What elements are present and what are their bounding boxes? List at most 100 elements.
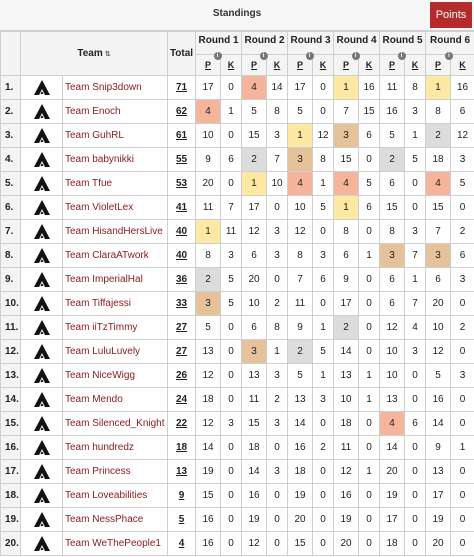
kills-header[interactable]: K — [312, 54, 335, 76]
team-name-link[interactable]: Team Tiffajessi — [61, 291, 169, 316]
team-name-link[interactable]: Team NiceWigg — [61, 363, 169, 388]
placement-cell: 11 — [333, 435, 360, 460]
placement-cell: 10 — [425, 315, 452, 340]
kills-header[interactable]: K — [404, 54, 427, 76]
kills-cell: 1 — [358, 363, 381, 388]
info-icon[interactable]: i — [213, 52, 222, 60]
team-name-link[interactable]: Team Mendo — [61, 387, 169, 412]
team-name-link[interactable]: Team HisandHersLive — [61, 219, 169, 244]
placement-cell: 7 — [333, 99, 360, 124]
kills-cell: 3 — [266, 219, 289, 244]
round-2-header[interactable]: Round 2 i — [241, 31, 289, 60]
placement-header[interactable]: P — [379, 54, 406, 76]
apex-logo-icon — [33, 488, 50, 503]
total-points: 18 — [167, 435, 197, 460]
placement-cell: 15 — [425, 195, 452, 220]
info-icon[interactable]: i — [351, 52, 360, 60]
kills-cell: 0 — [358, 147, 381, 172]
apex-logo-icon — [33, 200, 50, 215]
info-icon[interactable]: i — [445, 52, 454, 60]
info-icon[interactable]: i — [305, 52, 314, 60]
table-row: 8. Team ClaraATwork 40 8 3 6 3 8 3 6 1 3 7 3 6 — [0, 243, 474, 268]
kills-cell: 3 — [450, 147, 474, 172]
total-header[interactable]: Total — [167, 31, 197, 76]
placement-cell: 12 — [425, 339, 452, 364]
kills-header[interactable]: K — [220, 54, 243, 76]
kills-cell: 1 — [312, 315, 335, 340]
kills-cell: 0 — [220, 531, 243, 556]
table-row: 16. Team hundredz 18 14 0 18 0 16 2 11 0 14 0 9 1 — [0, 435, 474, 460]
kills-cell: 7 — [220, 195, 243, 220]
placement-header[interactable]: P — [333, 54, 360, 76]
kills-cell: 5 — [404, 147, 427, 172]
team-name-link[interactable]: Team hundredz — [61, 435, 169, 460]
kills-cell: 6 — [358, 123, 381, 148]
kills-header[interactable]: K — [358, 54, 381, 76]
kills-header[interactable]: K — [266, 54, 289, 76]
team-name-link[interactable]: Team WeThePeople1 — [61, 531, 169, 556]
team-name-link[interactable]: Team ClaraATwork — [61, 243, 169, 268]
apex-logo-icon — [33, 464, 50, 479]
team-name-link[interactable]: Team babynikki — [61, 147, 169, 172]
kills-cell: 0 — [220, 459, 243, 484]
placement-cell: 17 — [241, 195, 268, 220]
table-row: 4. Team babynikki 55 9 6 2 7 3 8 15 0 2 5 18 3 — [0, 147, 474, 172]
points-button[interactable]: Points — [430, 2, 472, 28]
placement-cell: 1 — [195, 219, 222, 244]
team-header[interactable]: Team ⇅ — [19, 31, 169, 76]
team-name-link[interactable]: Team iiTzTimmy — [61, 315, 169, 340]
round-4-header[interactable]: Round 4 i — [333, 31, 381, 60]
kills-cell: 1 — [358, 387, 381, 412]
kills-header[interactable]: K — [450, 54, 474, 76]
team-name-link[interactable]: Team Enoch — [61, 99, 169, 124]
placement-cell: 16 — [379, 99, 406, 124]
team-name-link[interactable]: Team Tfue — [61, 171, 169, 196]
total-points: 24 — [167, 387, 197, 412]
placement-cell: 20 — [333, 531, 360, 556]
team-name-link[interactable]: Team Silenced_Knight — [61, 411, 169, 436]
placement-header[interactable]: P — [287, 54, 314, 76]
round-6-header[interactable]: Round 6 i — [425, 31, 474, 60]
kills-cell: 1 — [266, 339, 289, 364]
kills-cell: 0 — [220, 315, 243, 340]
round-5-header[interactable]: Round 5 i — [379, 31, 427, 60]
placement-cell: 12 — [195, 411, 222, 436]
placement-cell: 14 — [195, 435, 222, 460]
kills-cell: 8 — [312, 147, 335, 172]
placement-cell: 4 — [287, 171, 314, 196]
standings-table: Team ⇅ Total Round 1 i Round 2 i Round 3 i R… — [0, 31, 474, 556]
placement-cell: 18 — [195, 387, 222, 412]
team-name-link[interactable]: Team Loveabilities — [61, 483, 169, 508]
team-name-link[interactable]: Team LuluLuvely — [61, 339, 169, 364]
kills-cell: 2 — [266, 291, 289, 316]
apex-logo-icon — [33, 416, 50, 431]
total-points: 33 — [167, 291, 197, 316]
table-row: 9. Team ImperialHal 36 2 5 20 0 7 6 9 0 6 1 6 3 — [0, 267, 474, 292]
placement-cell: 16 — [241, 483, 268, 508]
apex-logo-icon — [33, 512, 50, 527]
team-name-link[interactable]: Team ImperialHal — [61, 267, 169, 292]
placement-cell: 19 — [333, 507, 360, 532]
placement-cell: 18 — [333, 411, 360, 436]
kills-cell: 0 — [266, 483, 289, 508]
apex-logo-icon — [33, 368, 50, 383]
team-name-link[interactable]: Team Snip3down — [61, 75, 169, 100]
apex-logo-icon — [33, 536, 50, 551]
round-1-header[interactable]: Round 1 i — [195, 31, 243, 60]
team-name-link[interactable]: Team VioletLex — [61, 195, 169, 220]
info-icon[interactable]: i — [397, 52, 406, 60]
team-name-link[interactable]: Team GuhRL — [61, 123, 169, 148]
team-name-link[interactable]: Team Princess — [61, 459, 169, 484]
team-name-link[interactable]: Team NessPhace — [61, 507, 169, 532]
round-3-header[interactable]: Round 3 i — [287, 31, 335, 60]
info-icon[interactable]: i — [259, 52, 268, 60]
placement-cell: 14 — [425, 411, 452, 436]
total-points: 53 — [167, 171, 197, 196]
placement-cell: 11 — [379, 75, 406, 100]
kills-cell: 0 — [358, 315, 381, 340]
total-points: 40 — [167, 219, 197, 244]
rank-cell: 14. — [0, 387, 21, 412]
placement-cell: 9 — [195, 147, 222, 172]
kills-cell: 0 — [450, 195, 474, 220]
kills-cell: 3 — [404, 339, 427, 364]
